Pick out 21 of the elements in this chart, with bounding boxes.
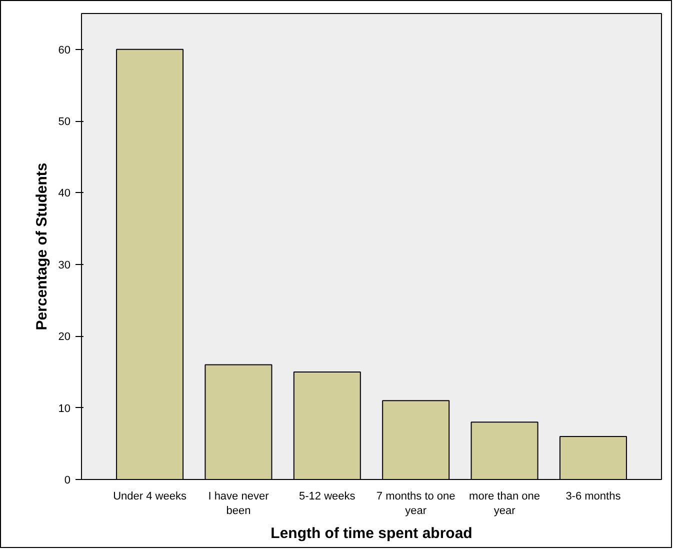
bar <box>382 400 450 480</box>
x-tick-label: Under 4 weeks <box>113 490 187 502</box>
x-tick-label: 7 months to one year <box>376 490 456 517</box>
y-tick-label: 0 <box>64 474 71 486</box>
bar <box>470 422 538 480</box>
bar <box>559 436 627 480</box>
y-tick-label: 40 <box>58 188 71 200</box>
x-axis-title: Length of time spent abroad <box>270 524 472 542</box>
bar <box>204 364 272 480</box>
y-axis-title: Percentage of Students <box>33 162 50 330</box>
y-tick-label: 60 <box>58 44 71 56</box>
y-tick-label: 20 <box>58 331 71 344</box>
bar <box>293 371 361 480</box>
x-tick-label: 5-12 weeks <box>299 490 356 502</box>
x-tick-label: 3-6 months <box>566 490 622 502</box>
y-tick-label: 10 <box>58 402 71 415</box>
bar <box>116 48 184 480</box>
x-tick-label: I have never been <box>208 490 270 517</box>
y-tick-label: 50 <box>58 116 71 128</box>
x-tick-label: more than one year <box>469 490 540 517</box>
y-tick-label: 30 <box>58 259 71 272</box>
